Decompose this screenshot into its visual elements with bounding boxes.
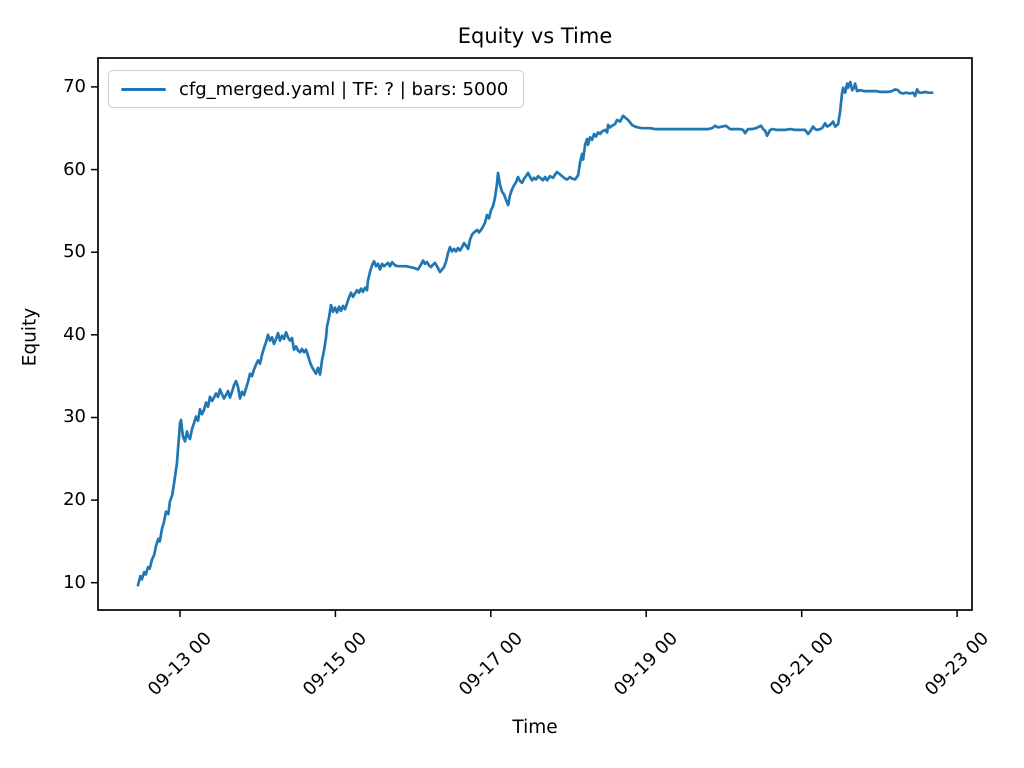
y-tick-label: 30: [63, 406, 86, 428]
y-tick-label: 10: [63, 571, 86, 593]
y-axis-label: Equity: [19, 307, 41, 367]
y-tick-label: 60: [63, 158, 86, 180]
legend: cfg_merged.yaml | TF: ? | bars: 5000: [108, 70, 525, 108]
plot-border: [97, 57, 973, 611]
legend-line-sample: [121, 87, 166, 91]
legend-label: cfg_merged.yaml | TF: ? | bars: 5000: [179, 78, 509, 100]
chart-title: Equity vs Time: [457, 24, 613, 48]
y-tick-label: 50: [63, 241, 86, 263]
y-tick-label: 20: [63, 489, 86, 511]
equity-line: [136, 80, 934, 587]
y-tick-label: 40: [63, 323, 86, 345]
x-axis-label: Time: [512, 717, 558, 738]
y-tick-label: 70: [63, 76, 86, 98]
